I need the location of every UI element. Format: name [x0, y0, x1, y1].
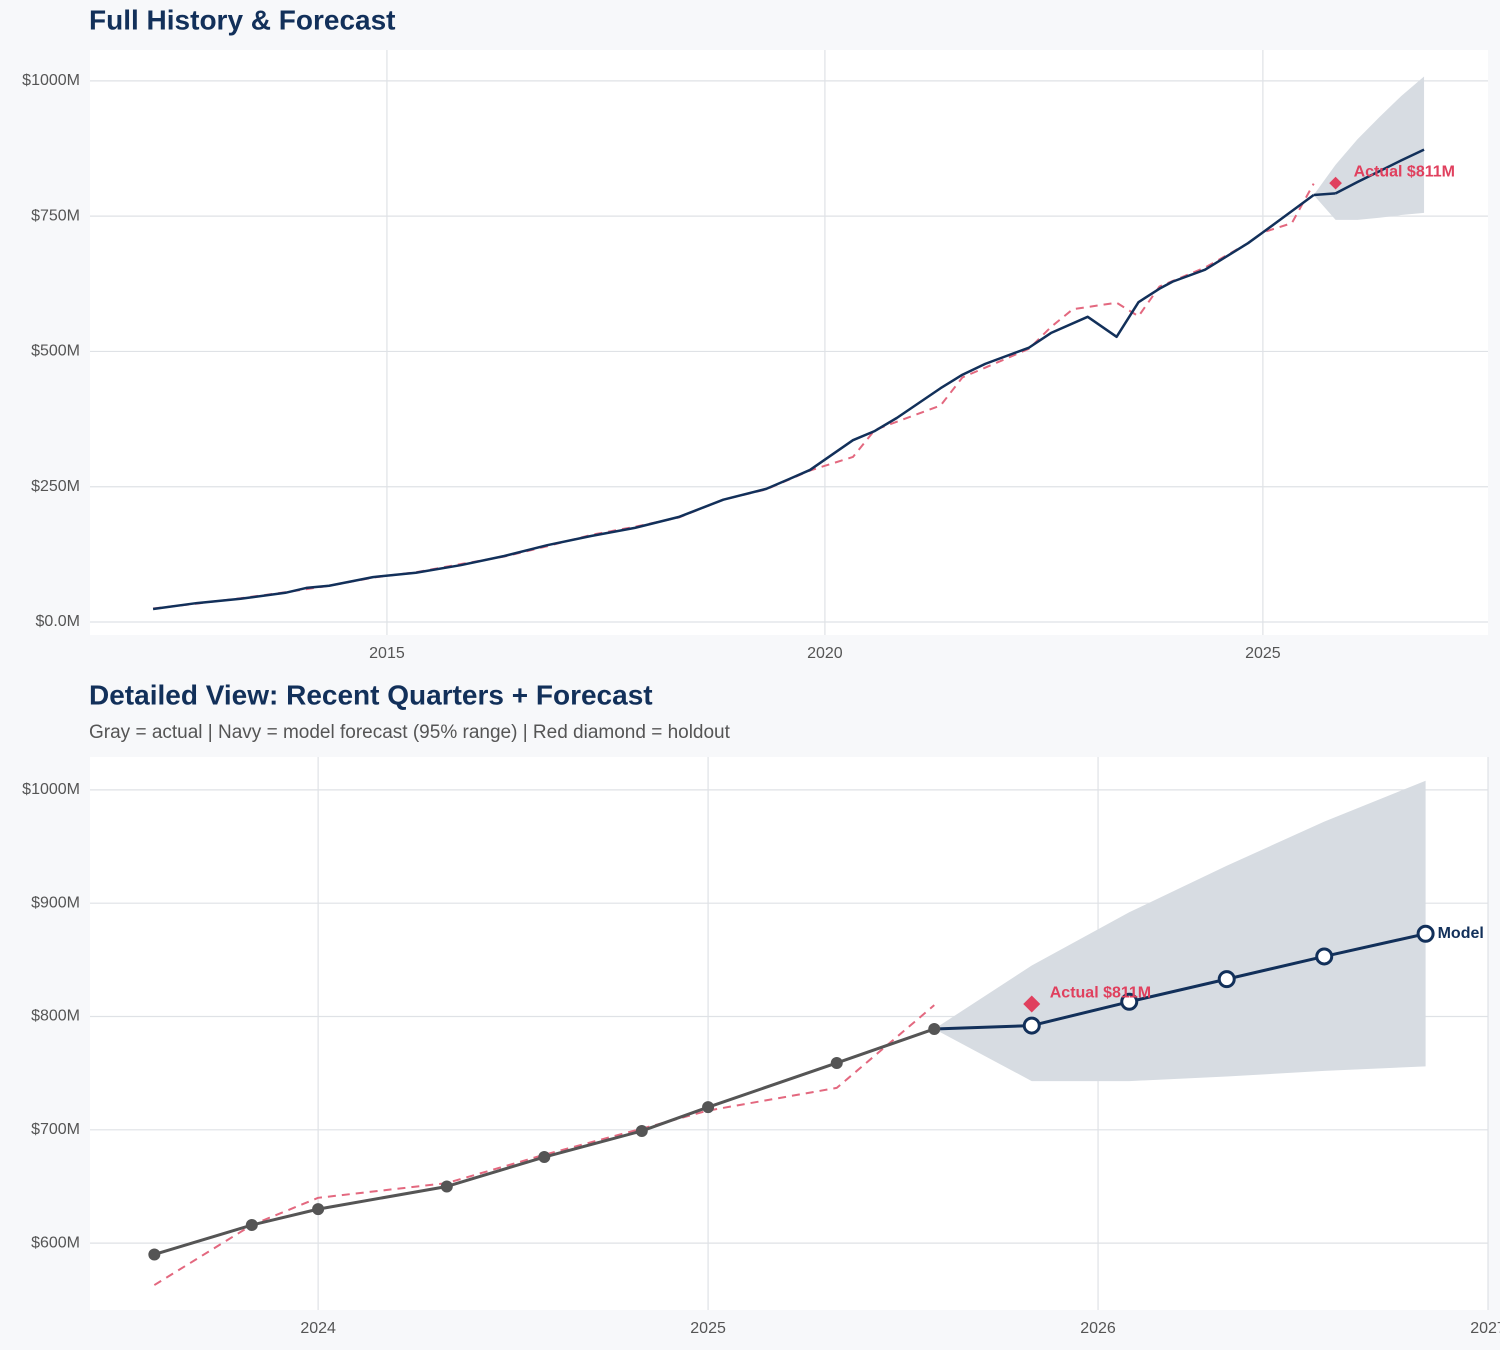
x-tick-label: 2015 [369, 645, 405, 662]
fitted-line [153, 1004, 935, 1286]
end-label: Model [1438, 925, 1484, 942]
holdout-label: Actual $811M [1050, 984, 1151, 1001]
x-tick-label: 2024 [300, 1320, 336, 1337]
point-marker [1022, 1016, 1041, 1035]
point-marker [312, 1203, 325, 1216]
x-tick-label: 2020 [807, 645, 843, 662]
point-marker [538, 1151, 551, 1164]
series-line [152, 194, 1315, 611]
x-tick-label: 2027 [1470, 1320, 1500, 1337]
y-tick-label: $1000M [22, 781, 80, 798]
y-tick-label: $700M [31, 1121, 80, 1138]
chart-title: Detailed View: Recent Quarters + Forecas… [89, 679, 653, 710]
chart-title: Full History & Forecast [89, 4, 396, 35]
x-tick-label: 2025 [1245, 645, 1281, 662]
y-tick-label: $500M [31, 343, 80, 360]
forecast-band [1313, 76, 1425, 220]
point-marker [1315, 947, 1334, 966]
forecast-band [934, 780, 1426, 1082]
point-marker [245, 1219, 258, 1232]
y-tick-label: $1000M [22, 72, 80, 89]
connector-line [1313, 192, 1336, 197]
plot-area [90, 50, 1488, 635]
x-tick-label: 2026 [1080, 1320, 1116, 1337]
chart-subtitle: Gray = actual | Navy = model forecast (9… [89, 722, 731, 743]
y-tick-label: $0.0M [36, 613, 80, 630]
y-tick-label: $600M [31, 1234, 80, 1251]
point-marker [830, 1056, 843, 1069]
y-tick-label: $250M [31, 478, 80, 495]
y-tick-label: $750M [31, 207, 80, 224]
x-tick-label: 2025 [690, 1320, 726, 1337]
y-tick-label: $900M [31, 894, 80, 911]
holdout-label: Actual $811M [1354, 163, 1455, 180]
point-marker [928, 1022, 941, 1035]
point-marker [635, 1124, 648, 1137]
y-tick-label: $800M [31, 1008, 80, 1025]
series-line [1335, 148, 1425, 195]
holdout-diamond [1023, 995, 1041, 1013]
point-marker [1416, 924, 1435, 943]
point-marker [1120, 992, 1139, 1011]
point-marker [148, 1248, 161, 1261]
point-marker [702, 1101, 715, 1114]
point-marker [440, 1180, 453, 1193]
connector-line [934, 1024, 1032, 1031]
point-marker [1217, 970, 1236, 989]
